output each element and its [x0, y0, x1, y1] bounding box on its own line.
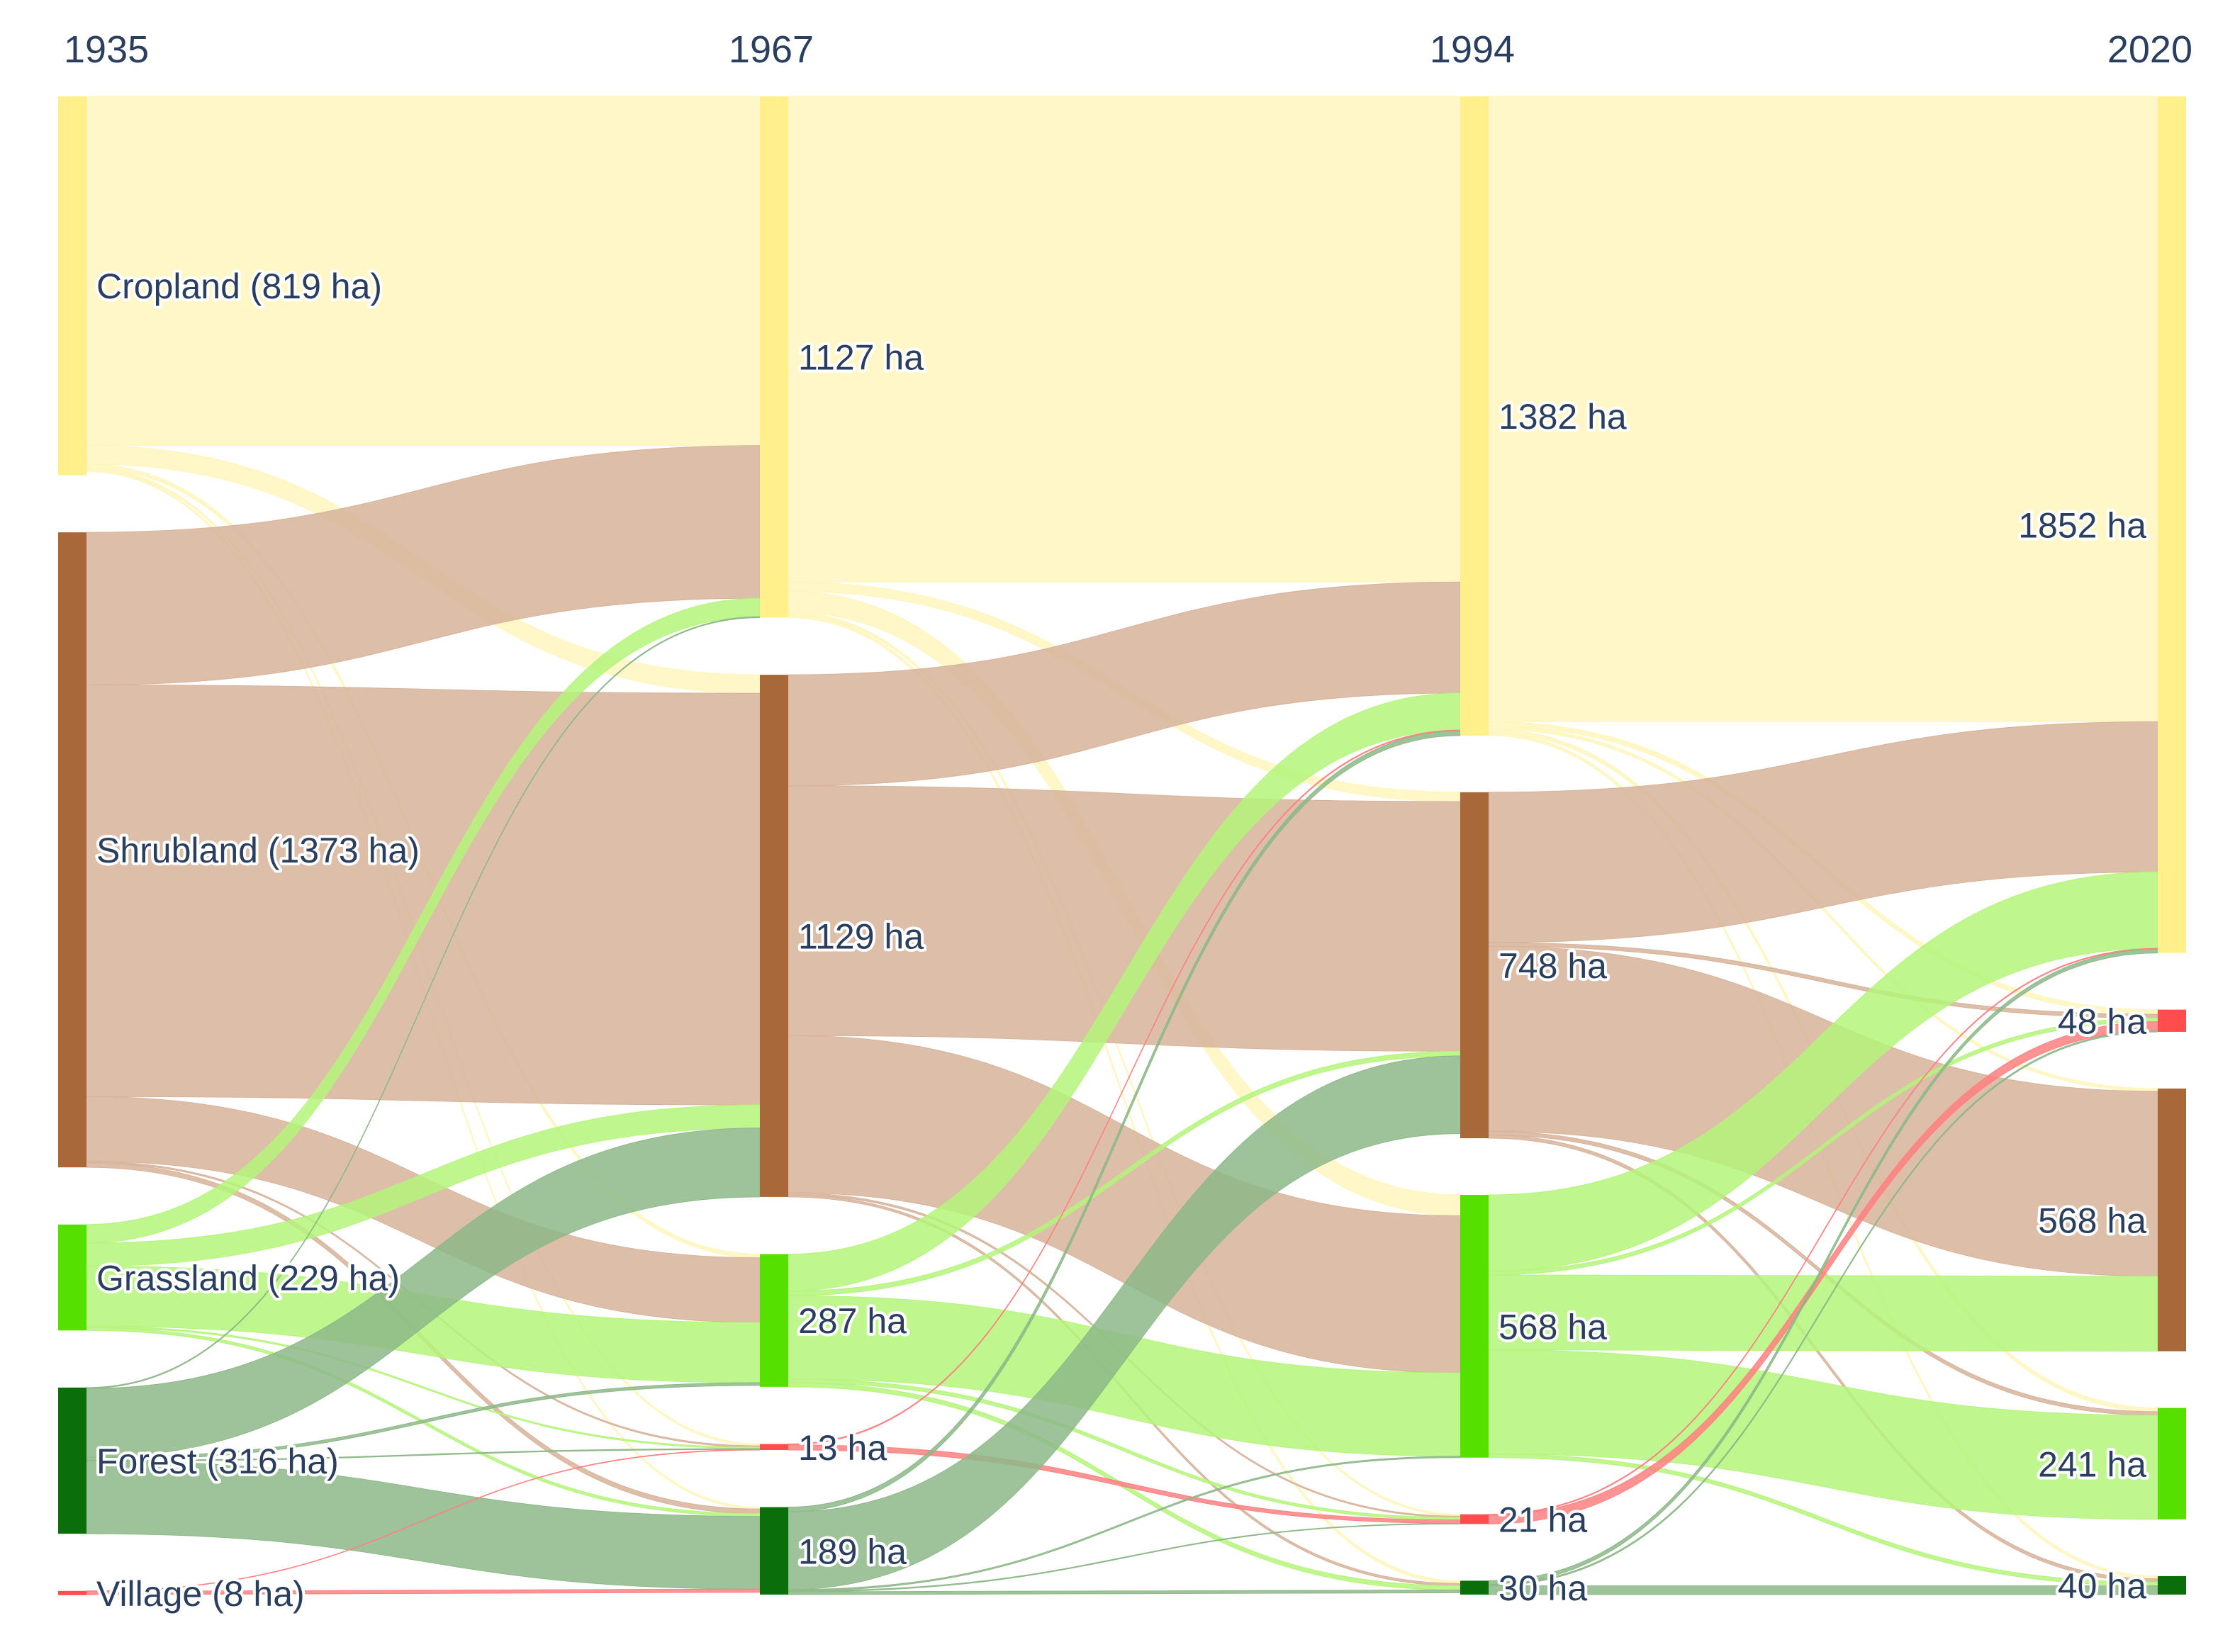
label-1967-village: 13 ha — [798, 1428, 887, 1468]
label-1994-forest: 30 ha — [1499, 1568, 1587, 1608]
label-2020-forest: 40 ha — [2058, 1566, 2146, 1606]
node-1935-forest[interactable] — [58, 1387, 86, 1534]
node-2020-shrubland[interactable] — [2158, 1088, 2186, 1352]
label-1994-shrubland: 748 ha — [1499, 946, 1607, 986]
label-1935-village: Village (8 ha) — [96, 1574, 305, 1614]
node-2020-forest[interactable] — [2158, 1575, 2186, 1595]
year-label-1935: 1935 — [64, 28, 149, 71]
flow-1935-shrubland-to-1967-cropland[interactable] — [86, 445, 761, 685]
label-1935-shrubland: Shrubland (1373 ha) — [96, 831, 420, 870]
label-1994-grassland: 568 ha — [1499, 1307, 1607, 1347]
label-1935-forest: Forest (316 ha) — [96, 1442, 339, 1481]
flow-1935-village-to-1967-village[interactable] — [86, 1449, 761, 1592]
flow-1967-forest-to-1994-grassland[interactable] — [788, 1456, 1461, 1592]
node-1935-grassland[interactable] — [58, 1224, 86, 1331]
node-1994-grassland[interactable] — [1460, 1195, 1489, 1458]
node-1935-shrubland[interactable] — [58, 532, 86, 1168]
node-1994-shrubland[interactable] — [1460, 792, 1489, 1139]
label-2020-village: 48 ha — [2058, 1001, 2146, 1041]
flow-1967-forest-to-1994-forest[interactable] — [788, 1589, 1461, 1595]
flow-1994-grassland-to-2020-grassland[interactable] — [1488, 1349, 2158, 1520]
year-label-1994: 1994 — [1430, 28, 1515, 71]
label-1967-shrubland: 1129 ha — [798, 917, 924, 957]
label-1935-cropland: Cropland (819 ha) — [96, 266, 382, 306]
node-1935-village[interactable] — [58, 1590, 86, 1595]
label-2020-shrubland: 568 ha — [2038, 1201, 2146, 1240]
label-2020-grassland: 241 ha — [2038, 1444, 2146, 1484]
year-labels: 1935 1967 1994 2020 — [64, 28, 2192, 71]
node-1967-shrubland[interactable] — [760, 675, 788, 1197]
node-1935-cropland[interactable] — [58, 96, 86, 476]
node-1994-cropland[interactable] — [1460, 96, 1489, 736]
node-1994-village[interactable] — [1460, 1514, 1489, 1524]
node-1967-grassland[interactable] — [760, 1254, 788, 1387]
labels-layer: Cropland (819 ha) Shrubland (1373 ha) Gras… — [94, 264, 2149, 1617]
label-1967-grassland: 287 ha — [798, 1301, 907, 1341]
flow-1994-forest-to-2020-cropland[interactable] — [1488, 948, 2158, 1585]
year-label-1967: 1967 — [729, 28, 814, 71]
node-2020-village[interactable] — [2158, 1009, 2186, 1032]
node-2020-cropland[interactable] — [2158, 96, 2186, 953]
label-1935-grassland: Grassland (229 ha) — [96, 1259, 400, 1298]
label-1994-cropland: 1382 ha — [1499, 397, 1627, 437]
node-2020-grassland[interactable] — [2158, 1407, 2186, 1519]
flow-1994-grassland-to-2020-shrubland[interactable] — [1488, 1274, 2158, 1352]
label-2020-cropland: 1852 ha — [2018, 505, 2146, 545]
label-1967-forest: 189 ha — [798, 1532, 907, 1571]
node-1967-village[interactable] — [760, 1444, 788, 1451]
year-label-2020: 2020 — [2107, 28, 2192, 71]
label-1967-cropland: 1127 ha — [798, 338, 924, 378]
nodes-layer — [58, 96, 2186, 1595]
node-1967-forest[interactable] — [760, 1507, 788, 1595]
node-1967-cropland[interactable] — [760, 96, 788, 618]
flow-1935-shrubland-to-1967-shrubland[interactable] — [86, 684, 761, 1106]
node-1994-forest[interactable] — [1460, 1580, 1489, 1595]
links-layer — [86, 96, 2158, 1595]
label-1994-village: 21 ha — [1499, 1500, 1587, 1540]
